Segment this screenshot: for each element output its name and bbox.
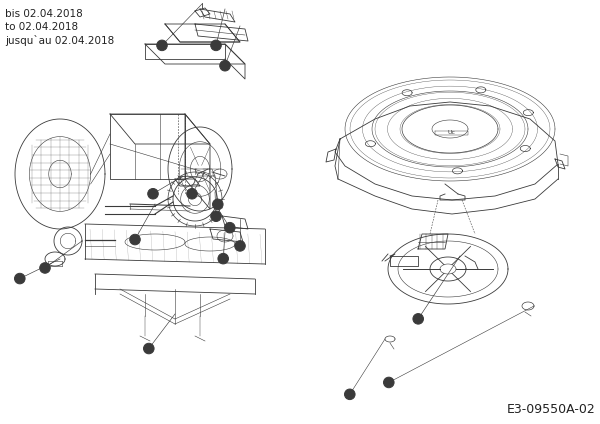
- Text: 14: 14: [130, 237, 140, 243]
- Text: 1: 1: [42, 263, 48, 273]
- Circle shape: [218, 254, 229, 264]
- Circle shape: [148, 189, 158, 199]
- Circle shape: [383, 377, 394, 388]
- Text: 7: 7: [189, 189, 195, 198]
- Text: 8: 8: [347, 390, 353, 399]
- Text: 5: 5: [213, 41, 219, 50]
- Circle shape: [211, 40, 221, 50]
- Circle shape: [157, 40, 167, 50]
- Circle shape: [344, 389, 355, 399]
- Text: 3: 3: [146, 344, 152, 353]
- Text: 1: 1: [213, 212, 219, 221]
- Circle shape: [413, 314, 424, 324]
- Circle shape: [40, 263, 50, 273]
- Text: bis 02.04.2018: bis 02.04.2018: [5, 9, 83, 19]
- Text: 10: 10: [235, 243, 245, 249]
- Circle shape: [211, 211, 221, 221]
- Text: 13: 13: [413, 316, 423, 322]
- Text: Uc: Uc: [447, 131, 455, 136]
- Circle shape: [212, 199, 223, 209]
- Circle shape: [14, 273, 25, 284]
- Text: to 02.04.2018: to 02.04.2018: [5, 22, 78, 32]
- Circle shape: [220, 61, 230, 71]
- Text: 4: 4: [159, 41, 165, 50]
- Circle shape: [187, 189, 197, 199]
- Circle shape: [224, 223, 235, 233]
- Circle shape: [130, 234, 140, 245]
- Text: jusqu`au 02.04.2018: jusqu`au 02.04.2018: [5, 35, 114, 46]
- Text: 12: 12: [225, 225, 235, 231]
- Text: 11: 11: [218, 256, 228, 262]
- Circle shape: [143, 343, 154, 354]
- Text: 12: 12: [15, 276, 25, 282]
- Text: 9: 9: [215, 200, 221, 209]
- Text: 2: 2: [150, 189, 156, 198]
- Text: 6: 6: [222, 61, 228, 70]
- Text: E3-09550A-02: E3-09550A-02: [506, 403, 595, 416]
- Text: 8: 8: [386, 378, 392, 387]
- Circle shape: [235, 241, 245, 251]
